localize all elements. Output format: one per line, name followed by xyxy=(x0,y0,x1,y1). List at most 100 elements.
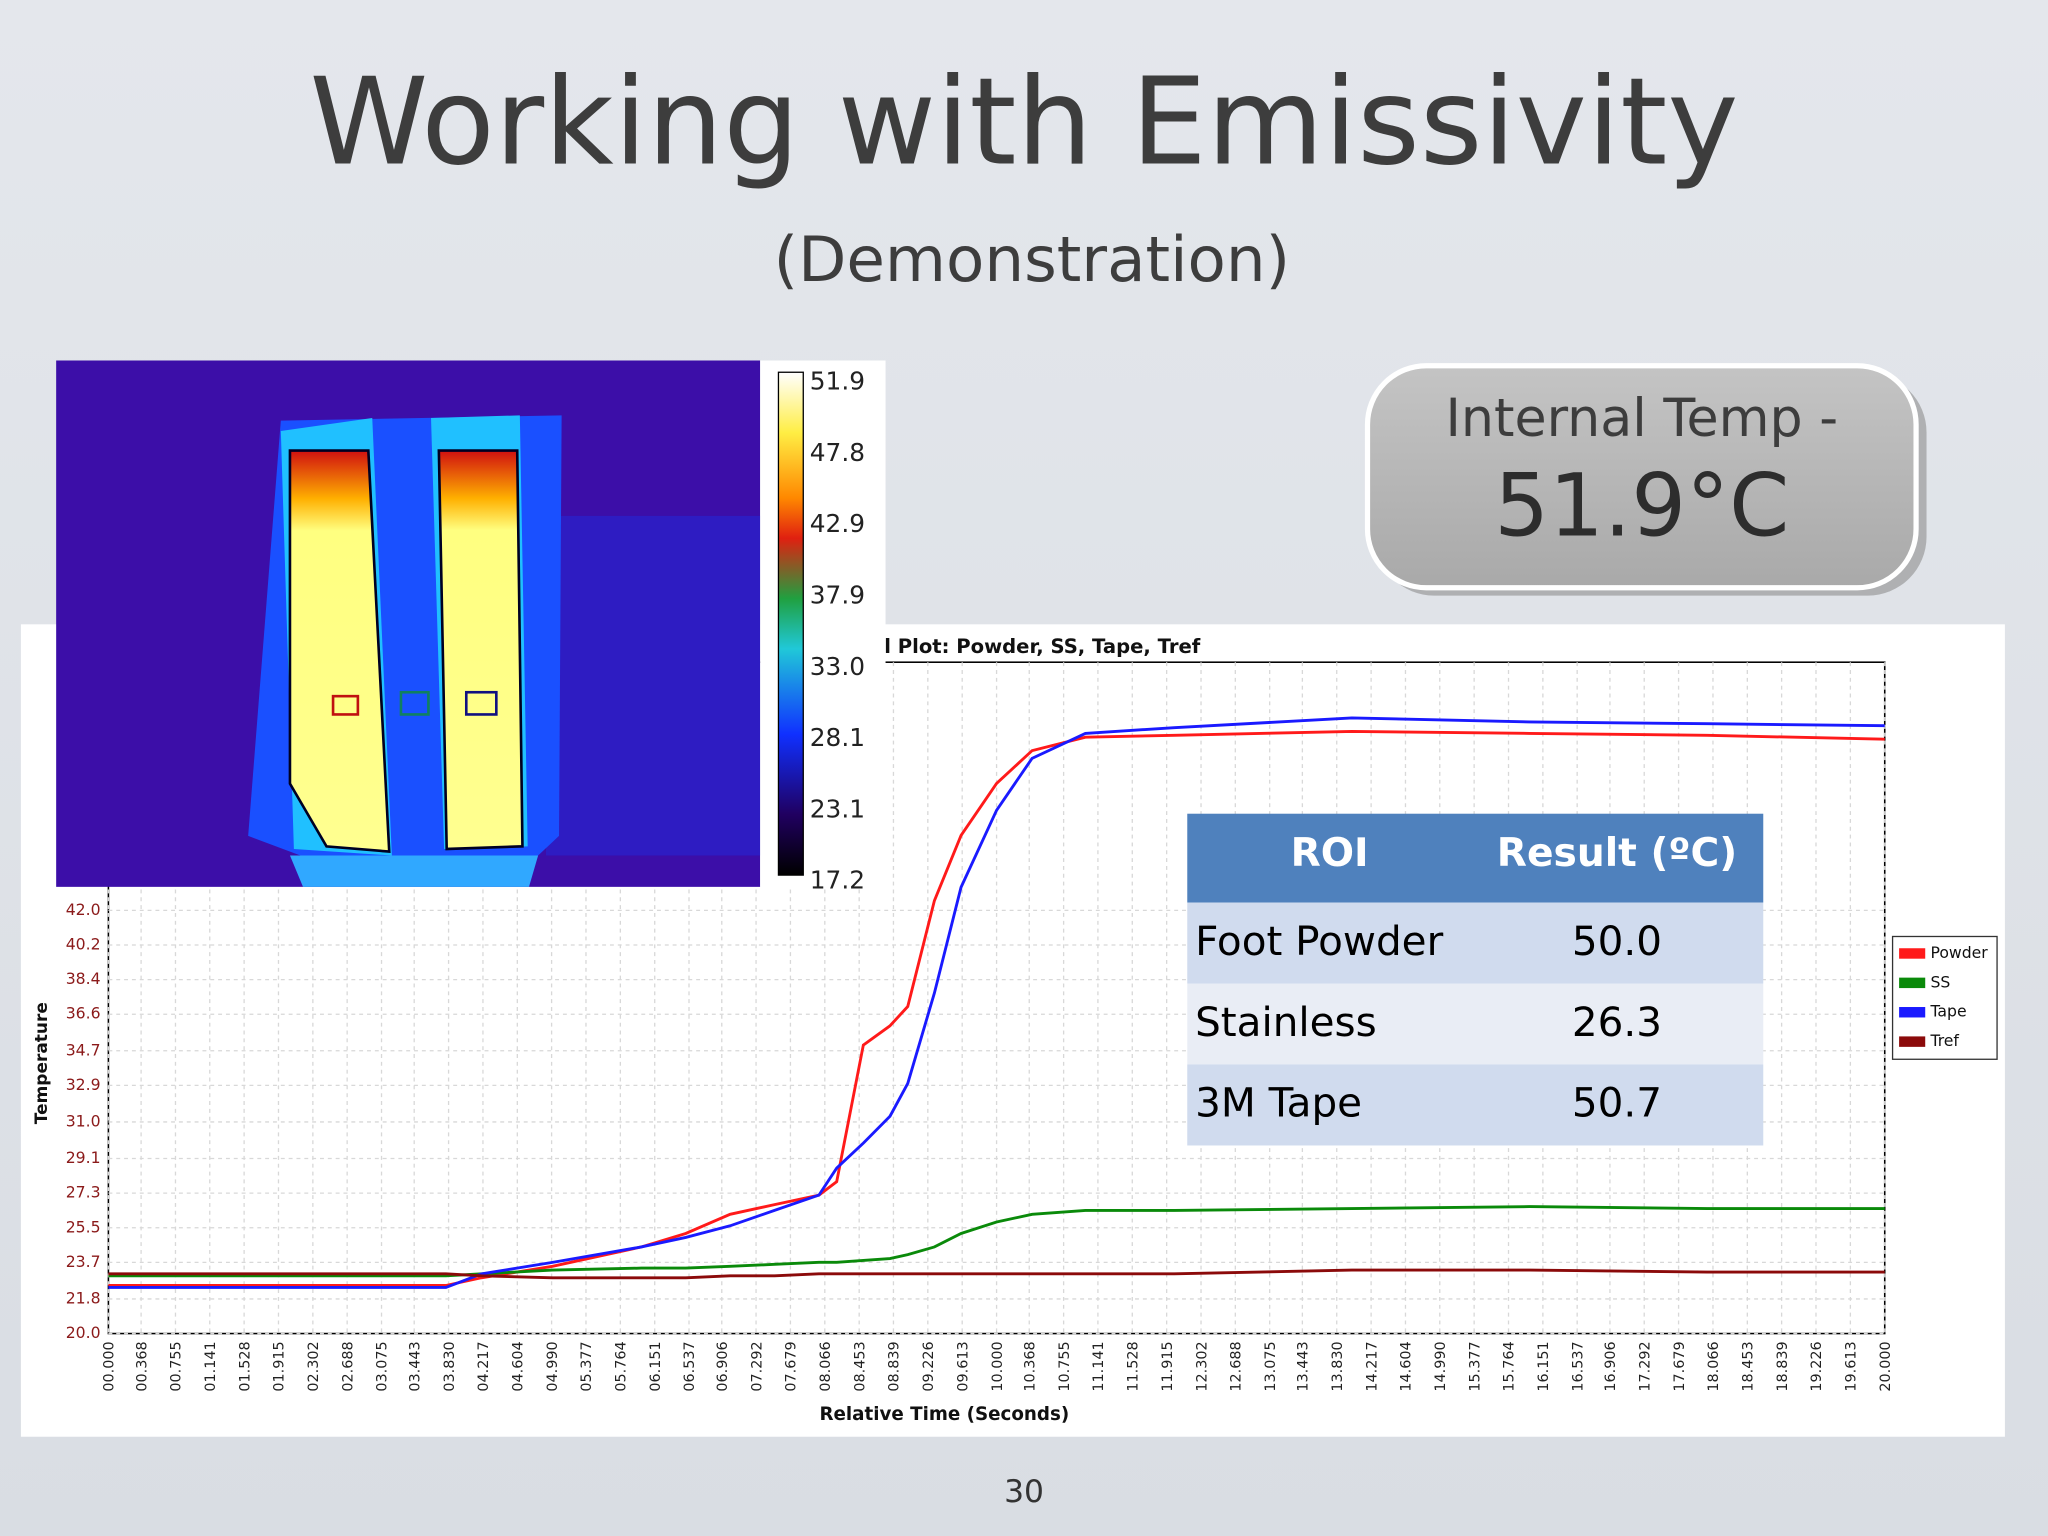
legend-swatch xyxy=(1899,1036,1926,1047)
x-tick-label: 00.755 xyxy=(169,1341,185,1391)
colorbar-label: 17.2 xyxy=(810,866,865,895)
x-tick-label: 08.839 xyxy=(887,1341,903,1391)
colorbar xyxy=(777,371,804,876)
y-tick-label: 31.0 xyxy=(66,1111,101,1130)
table-cell: Foot Powder xyxy=(1195,917,1443,965)
series-line xyxy=(108,1205,1885,1278)
x-tick-label: 19.226 xyxy=(1809,1341,1825,1391)
y-tick-label: 20.0 xyxy=(66,1323,101,1342)
series-line xyxy=(108,1268,1885,1280)
x-tick-label: 02.302 xyxy=(306,1341,322,1391)
x-tick-label: 13.443 xyxy=(1296,1341,1312,1391)
colorbar-label: 51.9 xyxy=(810,367,865,396)
y-tick-label: 29.1 xyxy=(66,1148,101,1167)
table-row xyxy=(1187,1064,1764,1146)
x-tick-label: 11.528 xyxy=(1126,1341,1142,1391)
colorbar-label: 47.8 xyxy=(810,438,865,467)
legend-swatch xyxy=(1899,948,1926,959)
x-tick-label: 14.990 xyxy=(1433,1341,1449,1391)
x-tick-label: 04.990 xyxy=(545,1341,561,1391)
legend-label: Powder xyxy=(1930,943,1988,962)
x-tick-label: 17.679 xyxy=(1672,1341,1688,1391)
table-row xyxy=(1187,983,1764,1065)
x-tick-label: 04.604 xyxy=(511,1341,527,1391)
page-number: 30 xyxy=(1004,1474,1044,1510)
table-cell: 50.0 xyxy=(1572,917,1662,965)
x-tick-label: 11.915 xyxy=(1160,1341,1176,1391)
x-tick-label: 18.839 xyxy=(1775,1341,1791,1391)
x-tick-label: 01.528 xyxy=(237,1341,253,1391)
y-tick-label: 32.9 xyxy=(66,1075,101,1094)
table: ROI Result (ºC) Foot Powder 50.0 Stainle… xyxy=(1187,813,1764,1146)
y-axis-label: Temperature xyxy=(32,1002,52,1124)
table-cell: 3M Tape xyxy=(1195,1079,1362,1127)
slide-subtitle: (Demonstration) xyxy=(774,223,1290,296)
x-tick-label: 16.906 xyxy=(1603,1341,1619,1391)
y-tick-label: 27.3 xyxy=(66,1183,101,1202)
x-tick-label: 12.302 xyxy=(1194,1341,1210,1391)
y-tick-label: 25.5 xyxy=(66,1217,101,1236)
callout-value: 51.9°C xyxy=(1494,457,1789,557)
x-tick-label: 01.915 xyxy=(272,1341,288,1391)
x-tick-label: 18.066 xyxy=(1706,1341,1722,1391)
colorbar-label: 33.0 xyxy=(810,652,865,681)
y-tick-label: 36.6 xyxy=(66,1004,101,1023)
colorbar-label: 37.9 xyxy=(810,581,865,610)
table-header-cell: Result (ºC) xyxy=(1497,831,1737,876)
roi-box xyxy=(399,690,430,716)
legend-label: Tref xyxy=(1929,1031,1959,1050)
x-tick-label: 14.604 xyxy=(1399,1341,1415,1391)
legend-swatch xyxy=(1899,1007,1926,1018)
x-tick-label: 15.377 xyxy=(1467,1341,1483,1391)
thermal-cup-base xyxy=(289,855,539,887)
legend-label: SS xyxy=(1930,972,1950,991)
y-tick-label: 40.2 xyxy=(66,934,101,953)
x-tick-label: 11.141 xyxy=(1091,1341,1107,1391)
x-tick-label: 09.226 xyxy=(921,1341,937,1391)
table-header xyxy=(1187,813,1764,903)
x-tick-label: 08.453 xyxy=(852,1341,868,1391)
x-tick-label: 10.755 xyxy=(1057,1341,1073,1391)
chart-title: l Plot: Powder, SS, Tape, Tref xyxy=(884,635,1201,658)
colorbar-label: 42.9 xyxy=(810,509,865,538)
y-tick-label: 42.0 xyxy=(66,900,101,919)
x-tick-label: 10.000 xyxy=(990,1341,1006,1391)
colorbar-label: 28.1 xyxy=(810,723,865,752)
x-tick-label: 12.688 xyxy=(1229,1341,1245,1391)
x-tick-label: 20.000 xyxy=(1878,1341,1894,1391)
x-tick-label: 16.537 xyxy=(1570,1341,1586,1391)
x-tick-label: 19.613 xyxy=(1844,1341,1860,1391)
x-tick-label: 03.075 xyxy=(375,1341,391,1391)
thermal-strip xyxy=(288,449,391,854)
x-tick-label: 16.151 xyxy=(1536,1341,1552,1391)
thermal-strip xyxy=(437,449,524,851)
x-tick-label: 10.368 xyxy=(1022,1341,1038,1391)
x-tick-label: 13.075 xyxy=(1263,1341,1279,1391)
y-tick-label: 23.7 xyxy=(66,1252,101,1271)
x-tick-label: 06.151 xyxy=(648,1341,664,1391)
y-tick-label: 21.8 xyxy=(66,1288,101,1307)
callout-label: Internal Temp - xyxy=(1446,389,1839,449)
x-tick-label: 00.368 xyxy=(134,1341,150,1391)
series-line xyxy=(108,716,1885,1289)
x-tick-label: 14.217 xyxy=(1364,1341,1380,1391)
colorbar-labels: 51.9 47.8 42.9 37.9 33.0 28.1 23.1 17.2 xyxy=(810,367,865,895)
x-tick-label: 13.830 xyxy=(1330,1341,1346,1391)
colorbar-label: 23.1 xyxy=(810,794,865,823)
callout-box xyxy=(1364,363,1919,591)
table-row xyxy=(1187,902,1764,984)
x-tick-label: 02.688 xyxy=(340,1341,356,1391)
table-cell: Stainless xyxy=(1195,998,1377,1046)
table-header-cell: ROI xyxy=(1291,831,1369,876)
callout: Internal Temp - 51.9°C xyxy=(1364,363,1927,596)
x-tick-label: 06.537 xyxy=(682,1341,698,1391)
thermal-image: 51.9 47.8 42.9 37.9 33.0 28.1 23.1 17.2 xyxy=(56,360,886,895)
x-tick-label: 07.679 xyxy=(784,1341,800,1391)
x-tick-label: 18.453 xyxy=(1741,1341,1757,1391)
x-tick-label: 01.141 xyxy=(203,1341,219,1391)
x-tick-label: 04.217 xyxy=(476,1341,492,1391)
x-tick-label: 03.443 xyxy=(407,1341,423,1391)
legend-label: Tape xyxy=(1929,1002,1966,1021)
